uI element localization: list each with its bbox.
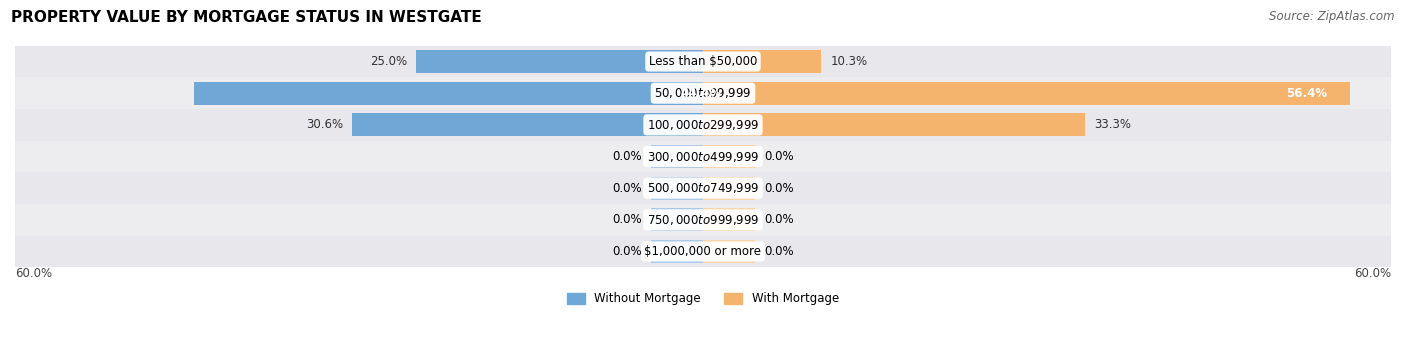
Text: $750,000 to $999,999: $750,000 to $999,999 [647,213,759,227]
Bar [416,50,703,73]
Bar [15,236,1391,267]
Text: $100,000 to $299,999: $100,000 to $299,999 [647,118,759,132]
Text: 30.6%: 30.6% [307,118,343,131]
Text: 0.0%: 0.0% [613,150,643,163]
Text: 33.3%: 33.3% [1094,118,1130,131]
Bar [15,172,1391,204]
Text: 56.4%: 56.4% [1285,87,1327,100]
Text: 60.0%: 60.0% [15,267,52,280]
Bar [651,208,703,231]
Text: Less than $50,000: Less than $50,000 [648,55,758,68]
Bar [15,109,1391,141]
Bar [703,145,755,168]
Bar [352,114,703,136]
Bar [651,177,703,199]
Text: 60.0%: 60.0% [1354,267,1391,280]
Bar [651,145,703,168]
Text: 0.0%: 0.0% [613,182,643,195]
Text: 0.0%: 0.0% [613,213,643,226]
Text: $500,000 to $749,999: $500,000 to $749,999 [647,181,759,195]
Bar [703,82,1350,105]
Text: 0.0%: 0.0% [763,213,793,226]
Text: 0.0%: 0.0% [763,182,793,195]
Legend: Without Mortgage, With Mortgage: Without Mortgage, With Mortgage [562,288,844,310]
Bar [703,114,1085,136]
Text: 25.0%: 25.0% [370,55,408,68]
Text: PROPERTY VALUE BY MORTGAGE STATUS IN WESTGATE: PROPERTY VALUE BY MORTGAGE STATUS IN WES… [11,10,482,25]
Text: $300,000 to $499,999: $300,000 to $499,999 [647,149,759,163]
Bar [703,208,755,231]
Text: 0.0%: 0.0% [763,245,793,258]
Text: $1,000,000 or more: $1,000,000 or more [644,245,762,258]
Bar [703,50,821,73]
Text: 44.4%: 44.4% [681,87,721,100]
Text: 10.3%: 10.3% [831,55,868,68]
Bar [15,204,1391,236]
Bar [15,46,1391,77]
Bar [15,141,1391,172]
Bar [703,177,755,199]
Bar [194,82,703,105]
Text: Source: ZipAtlas.com: Source: ZipAtlas.com [1270,10,1395,23]
Bar [703,240,755,263]
Text: 0.0%: 0.0% [763,150,793,163]
Bar [651,240,703,263]
Text: 0.0%: 0.0% [613,245,643,258]
Bar [15,77,1391,109]
Text: $50,000 to $99,999: $50,000 to $99,999 [654,86,752,100]
